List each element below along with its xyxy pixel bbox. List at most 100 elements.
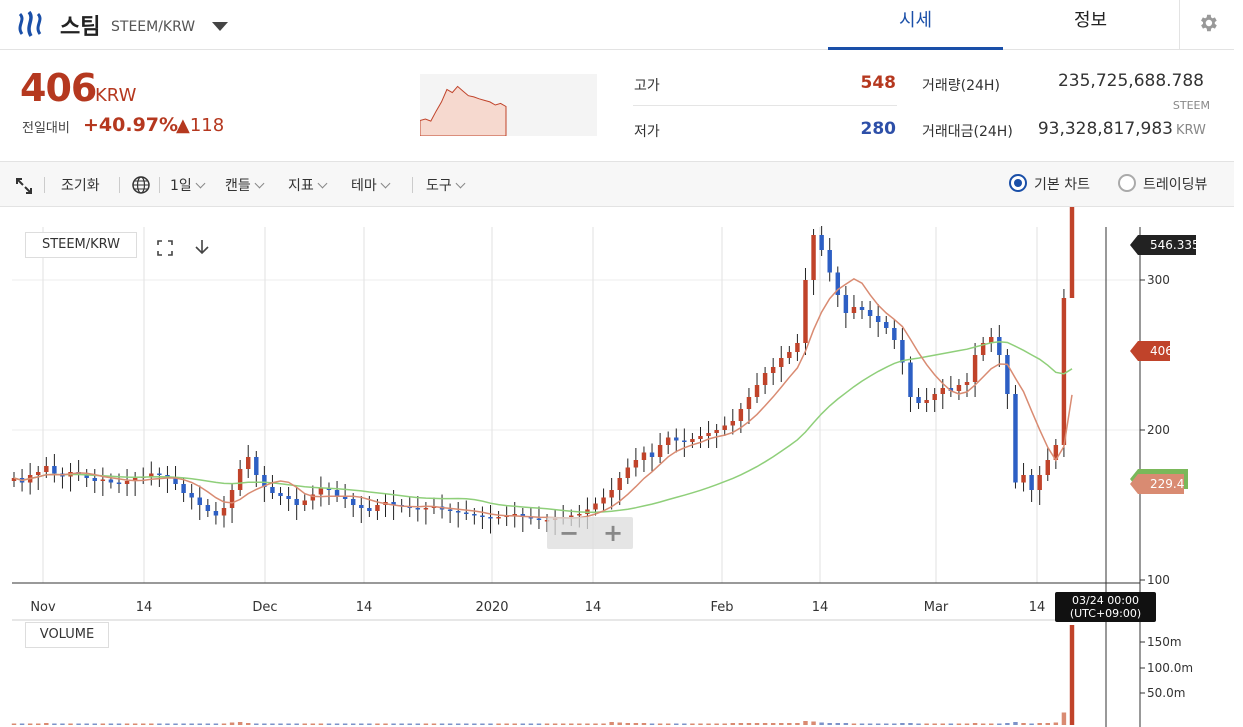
candle bbox=[682, 440, 687, 442]
candle bbox=[633, 460, 639, 468]
tradingview-radio[interactable] bbox=[1118, 174, 1136, 192]
candle bbox=[100, 479, 106, 481]
candle bbox=[286, 496, 291, 499]
volume-bar bbox=[811, 721, 816, 725]
chevron-down-icon[interactable] bbox=[212, 22, 228, 31]
volume-bar bbox=[488, 723, 493, 725]
x-tick-label: 2020 bbox=[475, 600, 508, 615]
x-tick-label: 14 bbox=[136, 600, 153, 615]
x-tick-label: 14 bbox=[356, 600, 373, 615]
settings-button[interactable] bbox=[1179, 0, 1235, 50]
candle bbox=[1029, 475, 1034, 490]
volume-bar bbox=[60, 723, 65, 725]
toolbar-divider bbox=[412, 177, 413, 193]
volume-bar bbox=[924, 723, 929, 725]
volume-bar bbox=[714, 723, 719, 725]
volume-bar bbox=[19, 723, 25, 725]
toolbar-divider bbox=[44, 177, 45, 193]
indicator-dropdown[interactable]: 지표 bbox=[288, 175, 328, 195]
page-scrollbar[interactable] bbox=[1234, 0, 1243, 727]
globe-icon[interactable] bbox=[131, 175, 151, 195]
steem-logo-icon[interactable] bbox=[16, 10, 48, 38]
volume-bar bbox=[989, 723, 994, 725]
chevron-down-icon bbox=[317, 178, 328, 189]
volume-bar bbox=[480, 723, 485, 725]
candle bbox=[245, 457, 251, 469]
top-header: 스팀 STEEM/KRW 시세 정보 bbox=[0, 0, 1243, 50]
volume-bar bbox=[770, 723, 776, 725]
volume-bar bbox=[229, 722, 235, 725]
volume-bar bbox=[932, 723, 937, 725]
reset-button[interactable]: 조기화 bbox=[61, 178, 100, 194]
zoom-in-icon[interactable]: + bbox=[603, 519, 624, 547]
tradingview-label[interactable]: 트레이딩뷰 bbox=[1143, 177, 1208, 193]
candle bbox=[625, 467, 631, 478]
zoom-control[interactable]: − + bbox=[547, 517, 633, 549]
volume-bar bbox=[972, 723, 978, 725]
candle bbox=[601, 497, 606, 504]
candle bbox=[900, 340, 905, 363]
candle bbox=[464, 512, 469, 514]
coin-pair[interactable]: STEEM/KRW bbox=[111, 19, 196, 35]
volume-bar bbox=[948, 723, 954, 725]
candle bbox=[738, 409, 744, 421]
volume-bar bbox=[593, 723, 598, 725]
coin-name[interactable]: 스팀 bbox=[60, 15, 101, 40]
volume-bar bbox=[633, 723, 639, 725]
volume-bar bbox=[455, 723, 461, 725]
candle bbox=[528, 517, 534, 519]
last-price-tag: 406 bbox=[1130, 341, 1173, 361]
fullscreen-icon[interactable] bbox=[157, 240, 173, 256]
candle bbox=[884, 322, 889, 328]
theme-dropdown[interactable]: 테마 bbox=[351, 175, 391, 195]
volume-bar bbox=[997, 723, 1002, 725]
candle bbox=[52, 466, 57, 474]
volume-unit: STEEM bbox=[1172, 99, 1210, 112]
volume-bar bbox=[908, 723, 913, 725]
mini-price-chart bbox=[420, 74, 597, 136]
candle bbox=[44, 466, 49, 472]
volume-bar bbox=[512, 723, 517, 725]
toolbar-divider bbox=[119, 177, 120, 193]
candle bbox=[326, 488, 332, 490]
candle bbox=[698, 436, 703, 439]
basic-chart-radio[interactable] bbox=[1009, 174, 1027, 192]
candle-dropdown[interactable]: 캔들 bbox=[225, 175, 265, 195]
candle bbox=[488, 517, 493, 519]
volume-bar bbox=[803, 721, 808, 725]
volume-bar bbox=[100, 723, 106, 725]
volume-bar bbox=[867, 723, 873, 725]
basic-chart-label[interactable]: 기본 차트 bbox=[1034, 177, 1090, 193]
volume-bar bbox=[415, 723, 421, 725]
volume-bar bbox=[609, 722, 614, 725]
volume-bar bbox=[892, 723, 897, 725]
candle bbox=[157, 473, 162, 475]
stats-divider bbox=[633, 105, 897, 106]
volume-bar bbox=[779, 723, 784, 725]
interval-dropdown[interactable]: 1일 bbox=[170, 175, 206, 195]
candle bbox=[762, 373, 768, 385]
tab-market[interactable]: 시세 bbox=[828, 0, 1003, 50]
volume-bar bbox=[165, 723, 170, 725]
candle bbox=[843, 295, 849, 313]
candle bbox=[84, 475, 89, 478]
candle bbox=[609, 490, 614, 498]
zoom-out-icon[interactable]: − bbox=[559, 519, 580, 547]
volume-bar bbox=[738, 723, 744, 725]
x-tick-label: 14 bbox=[585, 600, 602, 615]
volume-bar bbox=[472, 723, 477, 725]
price-chart[interactable]: 100200300500Nov14Dec14202014Feb14Mar1415… bbox=[0, 207, 1234, 727]
arrow-down-icon[interactable] bbox=[194, 238, 210, 256]
volume-bar bbox=[157, 723, 162, 725]
volume-bar bbox=[617, 722, 622, 725]
volume-bar bbox=[916, 723, 921, 725]
candle bbox=[359, 505, 364, 508]
tab-info[interactable]: 정보 bbox=[1073, 10, 1108, 31]
tools-dropdown[interactable]: 도구 bbox=[426, 175, 466, 195]
expand-icon[interactable] bbox=[15, 177, 33, 195]
volume-bar bbox=[76, 723, 81, 725]
candle bbox=[819, 235, 824, 250]
volume-bar bbox=[859, 723, 865, 725]
candle bbox=[1005, 355, 1010, 394]
chevron-down-icon bbox=[254, 178, 265, 189]
